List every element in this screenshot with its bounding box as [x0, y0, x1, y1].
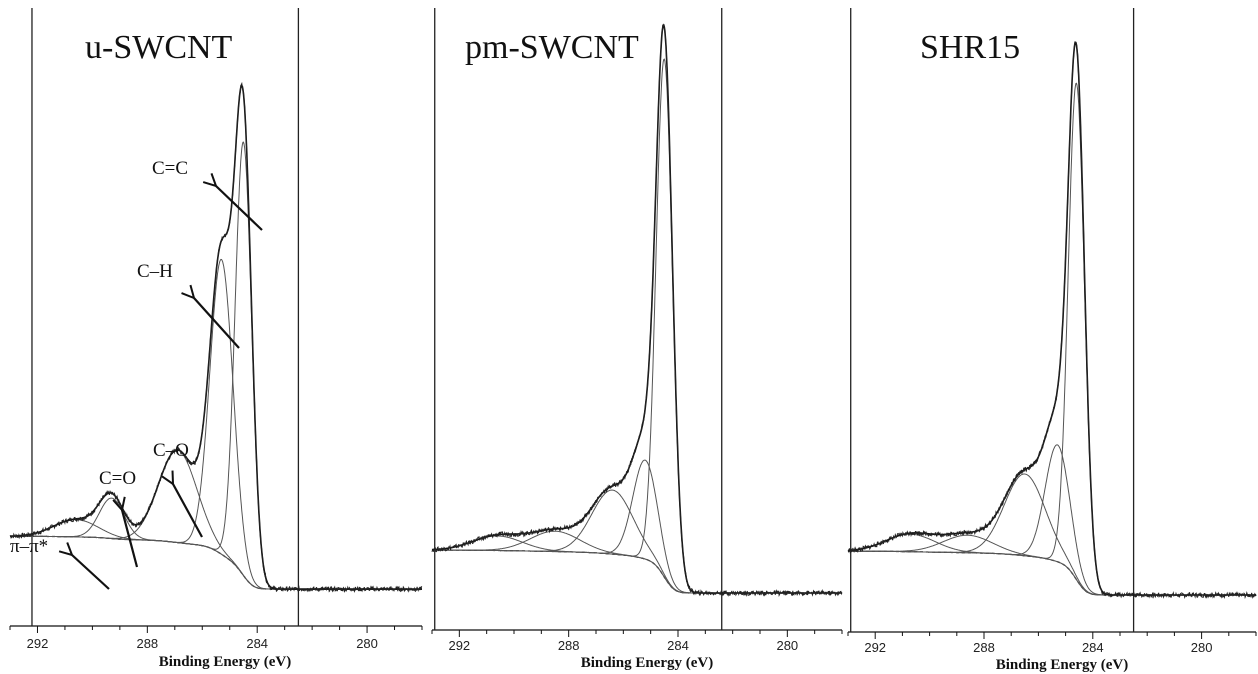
- x-tick-label: 280: [1191, 640, 1213, 655]
- arrow-pi-pi-star: [72, 555, 110, 590]
- x-tick-label: 284: [246, 636, 268, 651]
- component-peak-C=C: [10, 141, 422, 590]
- envelope-curve: [9, 84, 422, 590]
- measured-spectrum: [847, 41, 1257, 600]
- x-tick-label: 292: [27, 636, 49, 651]
- component-peak-C=C: [432, 58, 842, 594]
- x-tick-label: 280: [356, 636, 378, 651]
- x-axis-label: Binding Energy (eV): [581, 655, 714, 671]
- panel-pm-swcnt: 292 288 284 280 pm-SWCNT Binding Energy (eV…: [431, 8, 843, 671]
- panel-shr15: 292 288 284 280 SHR15 Binding Energy (eV): [847, 8, 1257, 673]
- component-peak-C=C: [848, 82, 1256, 596]
- component-peak-C–H: [10, 258, 422, 590]
- spectrum-curves: 292 288 284 280: [431, 8, 843, 653]
- component-peak-π–π*: [848, 533, 1256, 596]
- measured-spectrum: [9, 81, 423, 593]
- annotation-c-o: C–O: [153, 440, 189, 461]
- background-curve: [848, 550, 1256, 596]
- component-peak-C=O: [432, 530, 842, 594]
- panel-u-swcnt: 292 288 284 280 u-SWCNT Binding Energy (eV)…: [9, 8, 423, 670]
- panel-title: pm-SWCNT: [465, 29, 639, 66]
- background-curve: [10, 535, 422, 590]
- envelope-curve: [431, 24, 842, 594]
- envelope-curve: [848, 41, 1256, 596]
- x-tick-label: 288: [136, 636, 158, 651]
- x-tick-label: 292: [448, 638, 470, 653]
- panel-title: u-SWCNT: [85, 29, 233, 66]
- x-tick-label: 288: [973, 640, 995, 655]
- x-tick-label: 284: [1082, 640, 1104, 655]
- component-peak-π–π*: [9, 519, 422, 590]
- annotation-c-c: C=C: [152, 158, 188, 179]
- x-axis-label: Binding Energy (eV): [996, 657, 1129, 673]
- component-peak-C=O: [848, 534, 1256, 596]
- spectrum-curves: 292 288 284 280: [847, 8, 1257, 655]
- annotation-pi-pi-star: π–π*: [10, 536, 48, 557]
- component-peak-C–O: [432, 489, 842, 594]
- x-tick-label: 280: [776, 638, 798, 653]
- x-tick-label: 288: [558, 638, 580, 653]
- component-peak-π–π*: [431, 535, 842, 594]
- x-tick-label: 284: [667, 638, 689, 653]
- arrow-c-double-o: [122, 510, 139, 568]
- arrow-c-o: [173, 484, 203, 538]
- x-tick-label: 292: [864, 640, 886, 655]
- component-peak-C=O: [10, 497, 422, 590]
- x-axis-label: Binding Energy (eV): [159, 654, 292, 670]
- arrow-c-h: [194, 298, 240, 349]
- annotation-c-double-o: C=O: [99, 468, 136, 489]
- spectrum-curves: 292 288 284 280: [9, 8, 423, 651]
- arrow-c-c: [216, 186, 263, 231]
- panel-title: SHR15: [920, 29, 1020, 66]
- annotation-c-h: C–H: [137, 261, 173, 282]
- component-peak-C–H: [848, 444, 1256, 596]
- measured-spectrum: [431, 23, 843, 597]
